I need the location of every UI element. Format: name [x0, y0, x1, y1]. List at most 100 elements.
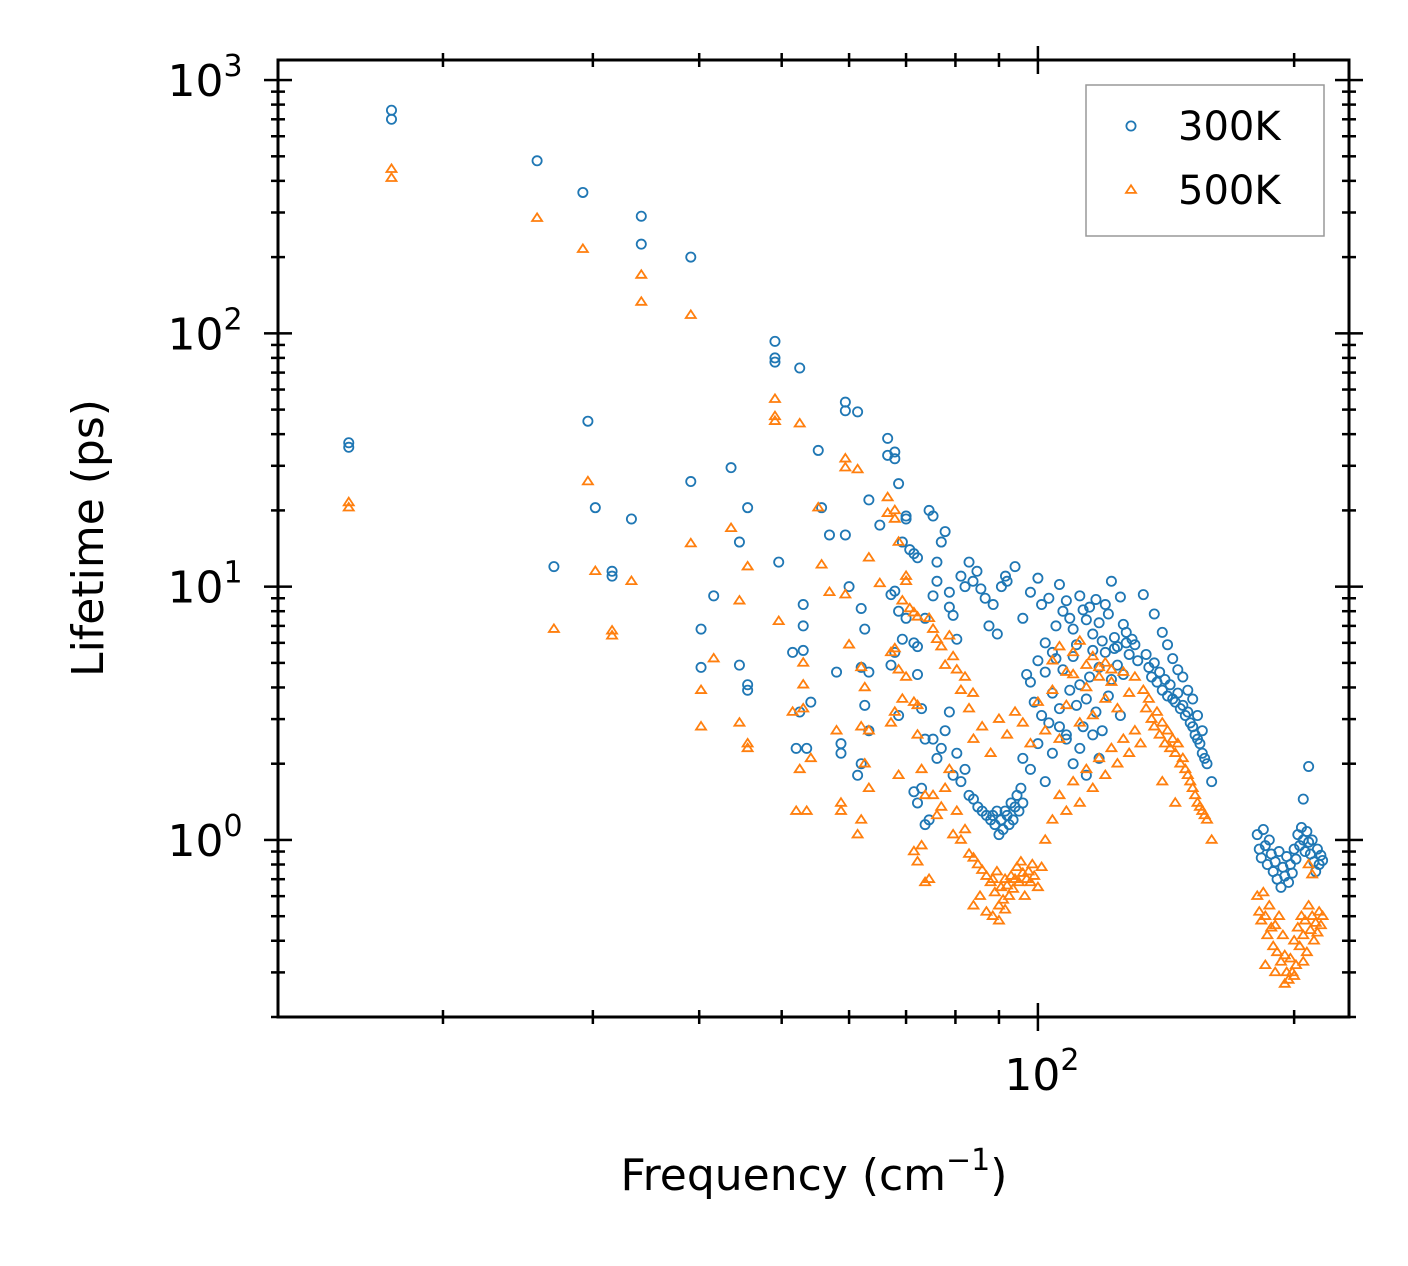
data-point	[873, 577, 887, 588]
data-point	[899, 574, 913, 586]
y-tick-label: 103	[167, 49, 242, 107]
data-point	[1120, 637, 1132, 649]
data-point	[1168, 796, 1182, 807]
data-point	[733, 659, 745, 671]
data-point	[1177, 671, 1189, 683]
data-point	[966, 899, 981, 910]
data-point	[1204, 833, 1219, 844]
data-point	[991, 805, 1003, 817]
y-tick-base: 10	[167, 309, 223, 360]
data-point	[1087, 644, 1099, 656]
y-tick-exponent: 1	[223, 556, 242, 591]
data-point	[822, 585, 837, 597]
data-point	[884, 716, 898, 727]
y-tick-base: 10	[167, 816, 223, 867]
data-point	[685, 251, 697, 263]
data-point	[919, 612, 931, 624]
data-point	[1270, 945, 1284, 957]
data-point	[988, 886, 1002, 897]
legend-box	[1085, 84, 1325, 237]
data-point	[1264, 921, 1278, 932]
data-point	[772, 614, 786, 626]
data-point	[1086, 781, 1100, 792]
data-point	[796, 678, 810, 689]
data-point	[862, 724, 876, 735]
data-point	[1294, 909, 1309, 920]
data-point	[874, 519, 886, 531]
data-point	[1079, 762, 1094, 774]
data-point	[986, 909, 1000, 920]
data-point	[684, 537, 698, 548]
data-point	[1133, 737, 1148, 748]
data-point	[1066, 646, 1080, 657]
data-point	[1255, 852, 1267, 864]
data-point	[914, 762, 929, 774]
data-point	[893, 478, 905, 490]
y-tick-label: 100	[167, 809, 242, 867]
data-point	[998, 903, 1012, 914]
data-point	[1311, 843, 1323, 855]
data-point	[1025, 858, 1039, 869]
legend-entry-500K: 500K	[1124, 168, 1282, 214]
data-point	[1275, 881, 1287, 893]
data-point	[1136, 683, 1150, 694]
data-point	[1001, 575, 1013, 587]
data-point	[814, 558, 829, 569]
data-point	[839, 405, 851, 417]
data-point	[740, 737, 755, 748]
data-point	[785, 705, 800, 716]
data-point	[1312, 905, 1326, 916]
data-point	[843, 581, 855, 593]
data-point	[1031, 880, 1045, 892]
data-point	[1181, 768, 1195, 780]
data-point	[1043, 717, 1055, 729]
data-point	[888, 512, 902, 523]
data-point	[979, 905, 994, 916]
data-point	[787, 646, 799, 658]
data-point	[1301, 858, 1316, 869]
data-point	[588, 564, 602, 576]
data-point	[742, 679, 754, 691]
data-point	[732, 716, 747, 727]
data-point	[942, 629, 957, 640]
data-point	[685, 476, 697, 488]
data-point	[1268, 966, 1282, 977]
data-point	[912, 668, 924, 680]
data-point	[1096, 635, 1108, 647]
data-point	[1116, 732, 1131, 743]
data-point	[1036, 709, 1048, 721]
data-point	[1027, 869, 1041, 880]
data-point	[1046, 747, 1058, 759]
data-point	[1000, 879, 1014, 890]
data-point	[935, 536, 947, 548]
data-point	[975, 720, 989, 731]
data-point	[992, 712, 1006, 723]
data-point	[831, 666, 843, 678]
data-point	[1000, 728, 1014, 739]
data-point	[1296, 955, 1310, 966]
data-point	[790, 742, 802, 754]
data-point	[834, 804, 848, 815]
data-point	[1122, 686, 1136, 697]
data-point	[896, 536, 908, 548]
data-point	[1050, 620, 1062, 632]
data-point	[1059, 804, 1074, 815]
data-point	[946, 650, 960, 661]
data-point	[1108, 642, 1120, 654]
data-point	[1155, 716, 1169, 727]
data-point	[971, 565, 983, 577]
data-point	[797, 644, 809, 656]
y-tick-exponent: 2	[223, 302, 242, 337]
data-point	[923, 814, 935, 826]
data-point	[1080, 614, 1092, 626]
data-point	[1139, 702, 1153, 713]
data-point	[1260, 928, 1274, 940]
data-point	[769, 356, 781, 368]
data-point	[973, 889, 987, 900]
data-point	[1156, 626, 1168, 638]
data-point	[1301, 825, 1313, 837]
data-point	[889, 646, 901, 658]
data-point	[1038, 833, 1052, 844]
data-point	[1084, 601, 1096, 613]
